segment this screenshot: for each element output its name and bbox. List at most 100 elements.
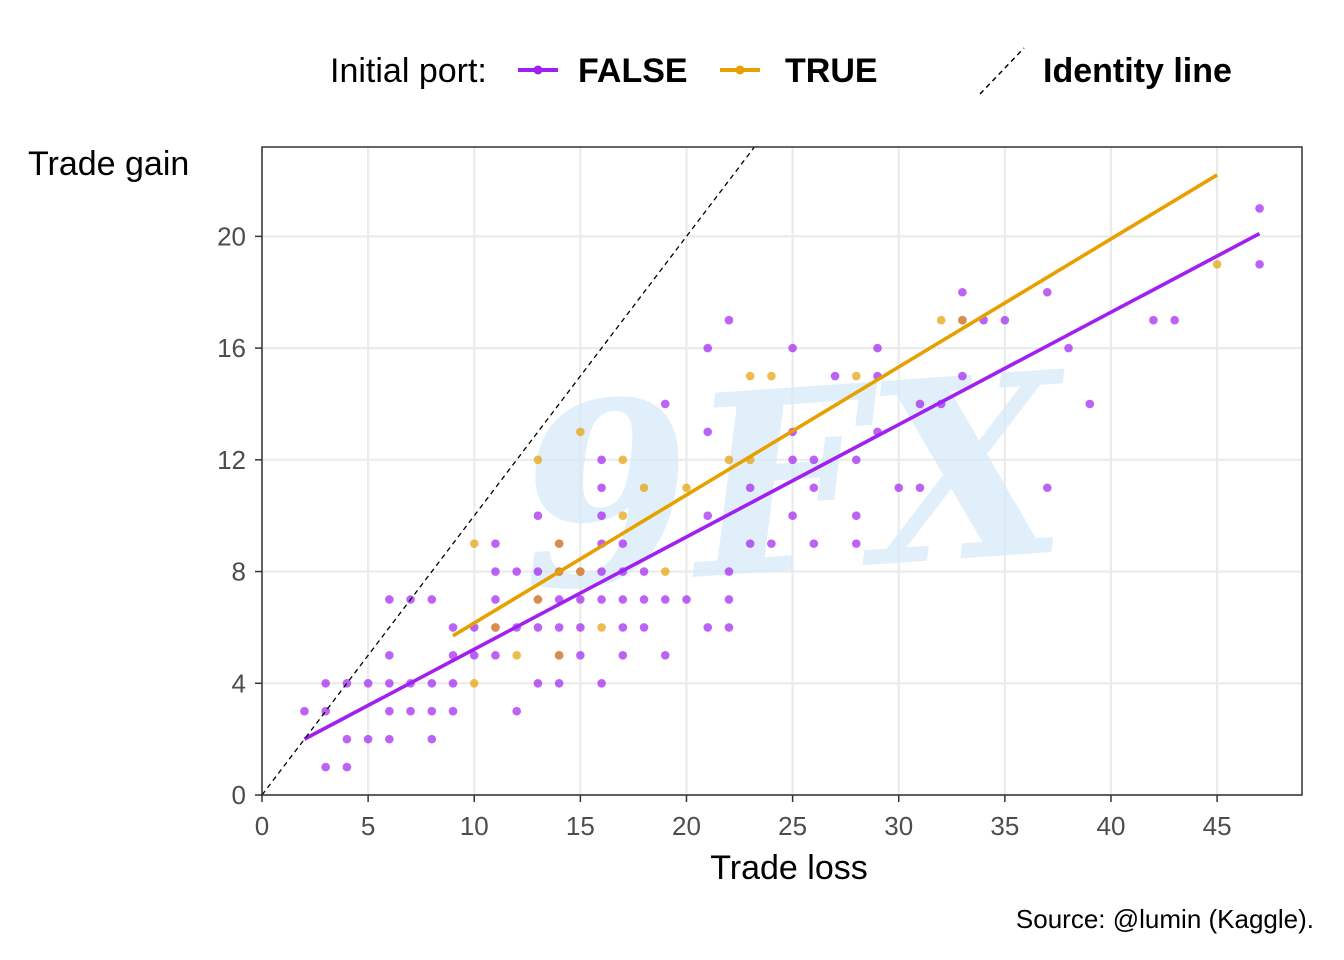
x-tick-label: 45 xyxy=(1203,811,1232,841)
identity-line xyxy=(262,147,755,795)
data-point-false xyxy=(448,706,458,716)
y-tick-label: 16 xyxy=(217,333,246,363)
series-true-points xyxy=(469,260,1222,688)
data-point-false xyxy=(639,623,649,632)
data-point-true xyxy=(469,678,479,688)
data-point-false xyxy=(724,567,734,576)
data-point-false xyxy=(851,511,861,520)
fit-line-false xyxy=(303,231,1261,741)
data-point-false xyxy=(1255,204,1264,213)
data-point-true xyxy=(469,539,479,548)
data-point-true xyxy=(682,483,691,493)
data-point-false xyxy=(533,511,543,520)
data-point-false xyxy=(618,651,628,660)
legend-identity-key xyxy=(979,47,1025,95)
data-point-false xyxy=(491,595,500,604)
legend-identity-label: Identity line xyxy=(1043,52,1232,90)
x-tick-label: 25 xyxy=(778,811,807,841)
x-tick-label: 15 xyxy=(566,811,595,841)
data-point-true xyxy=(618,455,628,465)
data-point-false xyxy=(1064,343,1073,353)
data-point-false xyxy=(363,678,373,688)
data-point-true xyxy=(533,595,543,604)
data-point-true xyxy=(660,567,670,576)
legend-key-true xyxy=(720,65,760,75)
data-point-false xyxy=(660,651,670,660)
legend-true-point xyxy=(735,65,745,75)
data-point-true xyxy=(554,539,564,548)
data-point-false xyxy=(448,623,458,632)
data-point-false xyxy=(618,623,628,632)
legend-key-false xyxy=(518,65,558,75)
data-point-false xyxy=(1085,399,1095,409)
data-point-false xyxy=(660,399,670,409)
data-point-false xyxy=(703,427,713,437)
data-point-false xyxy=(469,651,479,660)
data-point-false xyxy=(533,623,543,632)
data-point-false xyxy=(894,483,904,493)
data-point-false xyxy=(618,595,628,604)
data-point-false xyxy=(639,595,649,604)
data-point-false xyxy=(491,651,500,660)
data-point-false xyxy=(321,762,330,772)
data-point-false xyxy=(512,706,521,716)
plot-area: 9FX 0 5 10 15 20 25 30 35 40 45 0 4 8 12 16 20 xyxy=(217,146,1303,841)
data-point-false xyxy=(300,706,309,716)
watermark: 9FX xyxy=(509,316,1083,648)
data-point-false xyxy=(851,455,861,465)
legend-false-label: FALSE xyxy=(578,52,688,90)
data-point-false xyxy=(915,399,925,409)
data-point-true xyxy=(512,651,521,660)
data-point-false xyxy=(703,343,713,353)
x-tick-label: 10 xyxy=(460,811,489,841)
data-point-false xyxy=(554,623,564,632)
data-point-false xyxy=(682,595,691,604)
data-point-true xyxy=(745,371,755,381)
x-tick-label: 35 xyxy=(990,811,1019,841)
data-point-false xyxy=(958,287,967,297)
data-point-false xyxy=(576,595,585,604)
y-tick-label: 20 xyxy=(217,221,246,251)
panel-border xyxy=(261,146,1303,796)
data-point-true xyxy=(767,371,776,381)
data-point-false xyxy=(385,651,394,660)
data-point-true xyxy=(491,623,500,632)
x-tick-label: 0 xyxy=(255,811,269,841)
series-false-points xyxy=(300,204,1264,772)
data-point-false xyxy=(809,455,819,465)
data-point-false xyxy=(851,539,861,548)
data-point-false xyxy=(618,539,628,548)
data-point-false xyxy=(830,371,840,381)
data-point-false xyxy=(491,567,500,576)
data-point-false xyxy=(491,539,500,548)
data-point-false xyxy=(1255,260,1264,269)
y-tick-label: 4 xyxy=(232,668,246,698)
data-point-false xyxy=(385,678,394,688)
x-tick-label: 20 xyxy=(672,811,701,841)
x-axis-title: Trade loss xyxy=(710,849,867,887)
data-point-true xyxy=(936,315,946,325)
data-point-false xyxy=(427,706,437,716)
data-point-true xyxy=(639,483,649,493)
data-point-false xyxy=(767,539,776,548)
data-point-false xyxy=(788,455,797,465)
data-point-false xyxy=(385,706,394,716)
legend-false-point xyxy=(533,65,543,75)
data-point-true xyxy=(958,315,967,325)
y-tick-label: 0 xyxy=(232,780,246,810)
data-point-true xyxy=(1212,260,1222,269)
x-tick-label: 30 xyxy=(884,811,913,841)
data-point-false xyxy=(597,483,606,493)
data-point-false xyxy=(1170,315,1179,325)
data-point-true xyxy=(576,427,585,437)
data-point-false xyxy=(448,678,458,688)
data-point-false xyxy=(809,483,819,493)
data-point-false xyxy=(1043,287,1052,297)
data-point-false xyxy=(533,567,543,576)
y-tick-label: 12 xyxy=(217,445,246,475)
data-point-false xyxy=(576,623,585,632)
data-point-true xyxy=(576,567,585,576)
data-point-false xyxy=(788,511,797,520)
data-point-false xyxy=(724,315,734,325)
